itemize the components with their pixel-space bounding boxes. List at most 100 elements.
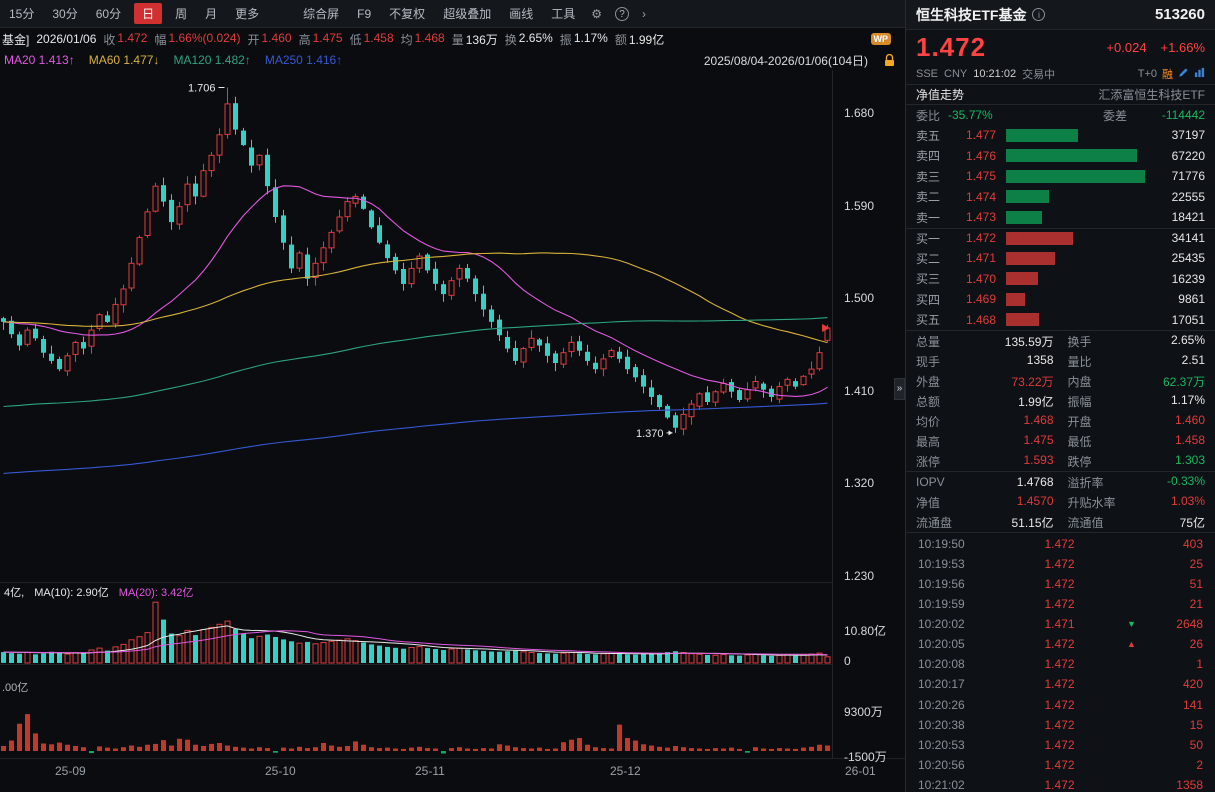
mini-chart-icon[interactable] [1194, 67, 1205, 81]
ask-level-1[interactable]: 卖一 1.473 18421 [906, 207, 1215, 228]
field-label: 幅 [154, 32, 167, 47]
tick-volume: 1 [1196, 657, 1203, 672]
level-bar [1006, 292, 1145, 306]
field-label: 开 [247, 32, 260, 47]
tick-volume: 25 [1189, 557, 1203, 572]
period-tab-4[interactable]: 周 [175, 7, 188, 21]
level-price: 1.471 [965, 251, 996, 266]
help-icon[interactable]: ? [615, 6, 629, 21]
ma-legend-item-MA20: MA20 1.413↑ [4, 53, 75, 67]
field-label: 均 [400, 32, 413, 47]
stat-label: 流通盘 [916, 515, 953, 530]
ask-level-4[interactable]: 卖四 1.476 67220 [906, 146, 1215, 167]
level-price: 1.475 [965, 169, 996, 184]
toolbar-menu-item-4[interactable]: 画线 [509, 7, 534, 21]
field-label: 收 [103, 32, 116, 47]
stat-振幅: 振幅 1.17% [1068, 393, 1206, 410]
trading-status: 交易中 [1022, 69, 1056, 81]
field-value: 1.475 [312, 30, 343, 45]
stat-value: 135.59万 [1004, 334, 1054, 349]
level-label: 卖二 [916, 190, 941, 205]
stat-总额: 总额 1.99亿 [916, 393, 1054, 410]
svg-text:1.370: 1.370 [636, 428, 664, 440]
more-periods-button[interactable]: 更多 [235, 7, 260, 21]
level-label: 卖五 [916, 128, 941, 143]
stat-value: 1.458 [1174, 432, 1205, 447]
period-tab-5[interactable]: 月 [205, 7, 218, 21]
level-price: 1.473 [965, 210, 996, 225]
tick-price: 1.472 [1044, 637, 1075, 652]
field-value: 1.472 [117, 30, 148, 45]
market-meta-row: SSE CNY 10:21:02 交易中 T+0 融 [906, 64, 1215, 84]
toolbar-menu-item-3[interactable]: 超级叠加 [443, 7, 492, 21]
nav-tab-nav-trend[interactable]: 净值走势 [916, 88, 965, 102]
stat-label: IOPV [916, 475, 945, 489]
ask-level-5[interactable]: 卖五 1.477 37197 [906, 125, 1215, 146]
tick-row-5: 10:20:05 1.472 ▲ 26 [906, 634, 1215, 654]
panel-collapse-handle[interactable]: » [894, 378, 905, 400]
month-label-26-01: 26-01 [845, 764, 876, 778]
stat-value: 75亿 [1179, 515, 1205, 530]
tick-time: 10:20:05 [918, 637, 965, 652]
level-bar-fill [1006, 313, 1040, 327]
stat-label: 涨停 [916, 454, 941, 469]
level-price: 1.469 [965, 292, 996, 307]
field-value: 1.458 [363, 30, 394, 45]
lock-icon[interactable] [884, 53, 895, 67]
level-bar-fill [1006, 149, 1137, 163]
flow-pos-label: 9300万 [844, 705, 883, 719]
period-tab-3[interactable]: 日 [134, 3, 163, 24]
level-volume: 16239 [1171, 271, 1205, 286]
bid-level-3[interactable]: 买三 1.470 16239 [906, 269, 1215, 290]
period-tabs: 15分 30分 60分日周 月 [0, 3, 226, 24]
ask-level-3[interactable]: 卖三 1.475 71776 [906, 166, 1215, 187]
stat-value: 1.17% [1170, 392, 1205, 407]
last-price: 1.472 [916, 31, 987, 62]
toolbar-menu-item-5[interactable]: 工具 [551, 7, 576, 21]
bid-level-1[interactable]: 买一 1.472 34141 [906, 227, 1215, 249]
bid-level-4[interactable]: 买四 1.469 9861 [906, 289, 1215, 310]
period-tab-0[interactable]: 15分 [9, 7, 35, 21]
toolbar-menu-item-1[interactable]: F9 [357, 6, 372, 21]
pencil-icon[interactable] [1178, 67, 1189, 81]
period-tab-1[interactable]: 30分 [52, 7, 78, 21]
fund-full-name: 汇添富恒生科技ETF [1098, 88, 1205, 102]
toolbar-menu-item-0[interactable]: 综合屏 [303, 7, 340, 21]
stat-value: 1.460 [1174, 412, 1205, 427]
ohlc-field-0: 收 1.472 [103, 31, 147, 48]
stat-value: -0.33% [1166, 473, 1205, 488]
chevron-right-icon[interactable]: › [642, 6, 646, 21]
stat-最低: 最低 1.458 [1068, 433, 1206, 450]
stat-流通值: 流通值 75亿 [1068, 514, 1206, 531]
fund-flow-chart[interactable]: .00亿 [0, 664, 832, 758]
candlestick-chart[interactable]: 1.706 1.370 [0, 70, 832, 582]
instrument-type-tag: 基金] [2, 32, 30, 47]
month-label-25-11: 25-11 [415, 764, 445, 778]
period-tab-2[interactable]: 60分 [95, 7, 122, 21]
tick-trade-list[interactable]: 10:19:50 1.472 403 10:19:53 1.472 25 10:19:56 1… [906, 532, 1215, 792]
settings-gear-icon[interactable]: ⚙ [591, 6, 602, 21]
wp-badge-icon[interactable]: WP [870, 33, 891, 45]
ohlc-field-1: 幅 1.66%(0.024) [154, 31, 240, 48]
volume-zero-label: 0 [844, 654, 851, 668]
tick-row-11: 10:20:56 1.472 2 [906, 755, 1215, 775]
ma-legend-item-MA60: MA60 1.477↓ [88, 53, 160, 67]
weibi-value: -35.77% [948, 108, 993, 122]
tick-price: 1.471 [1044, 617, 1075, 632]
price-tick-1: 1.590 [844, 199, 875, 213]
info-icon[interactable]: i [1032, 8, 1046, 21]
stat-label: 最低 [1067, 434, 1092, 449]
bid-level-2[interactable]: 买二 1.471 25435 [906, 248, 1215, 269]
tick-time: 10:20:38 [918, 717, 965, 732]
ask-level-2[interactable]: 卖二 1.474 22555 [906, 187, 1215, 208]
toolbar-menu-item-2[interactable]: 不复权 [389, 7, 426, 21]
quote-header: 恒生科技ETF基金 i 513260 [906, 0, 1215, 30]
ohlc-field-3: 高 1.475 [299, 31, 343, 48]
volume-chart[interactable] [0, 600, 832, 664]
level-bar-fill [1006, 128, 1079, 142]
level-label: 买二 [916, 251, 941, 266]
stat-label: 均价 [916, 414, 941, 429]
stat-跌停: 跌停 1.303 [1068, 453, 1206, 470]
quote-panel: 恒生科技ETF基金 i 513260 1.472 +0.024 +1.66% S… [905, 0, 1215, 792]
bid-level-5[interactable]: 买五 1.468 17051 [906, 310, 1215, 331]
